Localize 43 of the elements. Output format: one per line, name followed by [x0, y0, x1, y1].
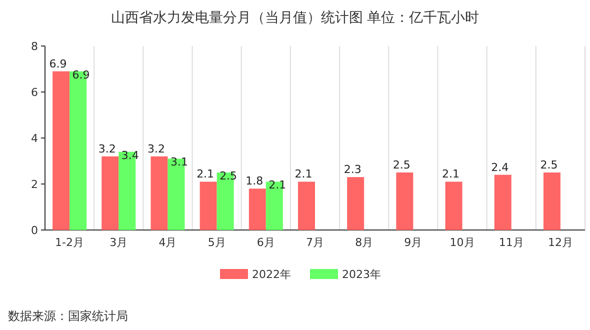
x-tick-label: 8月 — [355, 236, 374, 249]
data-label: 2.4 — [491, 160, 509, 174]
x-tick-label: 5月 — [208, 236, 226, 249]
x-tick-label: 9月 — [404, 236, 422, 249]
legend-label: 2023年 — [342, 268, 381, 281]
bar — [494, 174, 512, 230]
y-tick-label: 0 — [31, 224, 38, 237]
data-label: 3.2 — [98, 142, 116, 156]
bar — [298, 182, 315, 230]
bar — [70, 71, 87, 230]
x-tick-label: 3月 — [110, 236, 128, 249]
source-note: 数据来源：国家统计局 — [8, 309, 128, 323]
x-tick-label: 4月 — [158, 236, 177, 249]
data-label: 2.5 — [540, 158, 558, 172]
y-tick-label: 8 — [31, 40, 38, 53]
bar — [347, 177, 364, 230]
x-tick-label: 1-2月 — [55, 236, 84, 249]
y-tick-label: 6 — [31, 86, 38, 99]
y-tick-label: 4 — [31, 132, 38, 145]
data-label: 2.3 — [344, 163, 362, 176]
data-label: 2.1 — [196, 168, 214, 181]
x-tick-label: 6月 — [256, 236, 275, 249]
bar — [445, 182, 462, 230]
x-tick-label: 11月 — [498, 236, 524, 249]
bar — [200, 182, 217, 230]
data-label: 1.8 — [246, 174, 264, 188]
data-label: 3.2 — [147, 142, 165, 156]
bar — [248, 188, 266, 230]
y-tick-label: 2 — [31, 178, 38, 191]
data-label: 6.9 — [49, 57, 67, 70]
data-label: 2.1 — [442, 168, 460, 181]
bar — [543, 172, 560, 230]
bar — [52, 71, 70, 230]
data-label: 2.5 — [392, 158, 410, 172]
x-tick-label: 10月 — [450, 236, 475, 249]
x-tick-label: 12月 — [548, 236, 573, 249]
bar — [102, 156, 119, 230]
chart-title: 山西省水力发电量分月（当月值）统计图 单位：亿千瓦小时 — [110, 10, 480, 26]
bar — [150, 156, 168, 230]
data-label: 2.1 — [294, 168, 312, 181]
x-tick-label: 7月 — [306, 236, 324, 249]
legend-label: 2022年 — [252, 268, 291, 281]
bar — [396, 172, 414, 230]
